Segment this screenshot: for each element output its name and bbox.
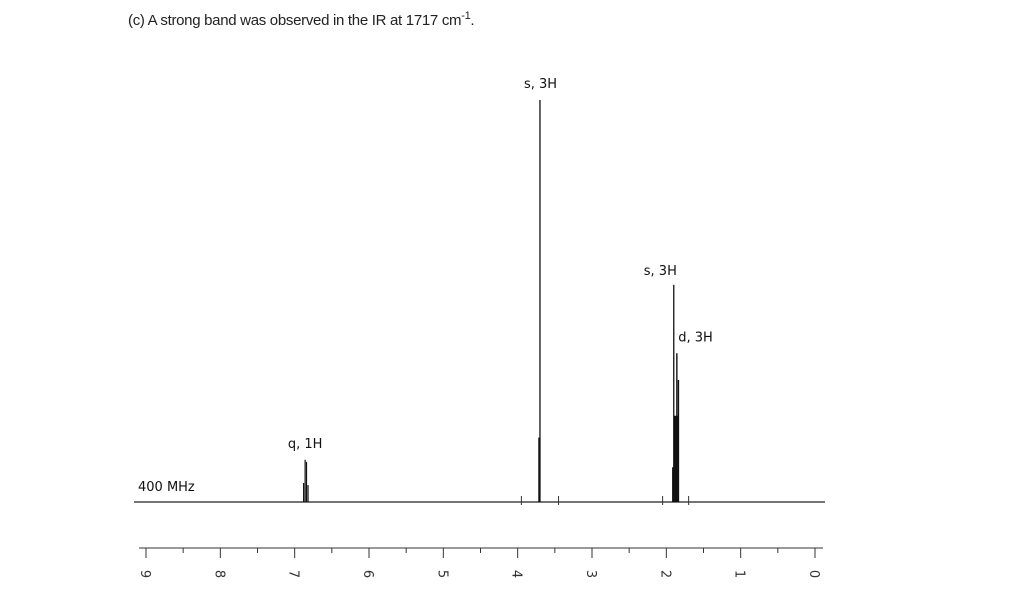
peak-label: d, 3H [678,330,713,345]
peak-label: s, 3H [524,77,557,92]
tick-label: 7 [286,570,301,578]
caption-text: (c) A strong band was observed in the IR… [128,12,462,29]
tick-label: 2 [657,570,672,578]
peak-label: s, 3H [644,264,677,279]
peaks-layer: q, 1H s, 3H s, 3H d, 3H [288,77,713,505]
tick-label: 5 [434,570,449,578]
frequency-label: 400 MHz [138,480,195,495]
caption-superscript: -1 [461,10,471,22]
peak-1: q, 1H [288,437,323,502]
tick-label: 1 [732,570,747,578]
tick-label: 6 [360,570,375,578]
peak-fill [673,415,679,502]
tick-label: 0 [806,570,821,578]
axis-layer: 9 8 7 6 5 4 3 2 1 0 [137,547,823,578]
peak-label: q, 1H [288,437,323,452]
peak-4: d, 3H [673,330,713,502]
tick-label: 8 [211,570,226,578]
peak-3: s, 3H [644,264,677,502]
tick-label: 3 [583,570,598,578]
tick-label: 4 [509,570,524,578]
peak-2: s, 3H [524,77,557,502]
question-caption: (c) A strong band was observed in the IR… [128,10,475,29]
tick-label: 9 [137,570,152,578]
caption-suffix: . [470,12,475,29]
